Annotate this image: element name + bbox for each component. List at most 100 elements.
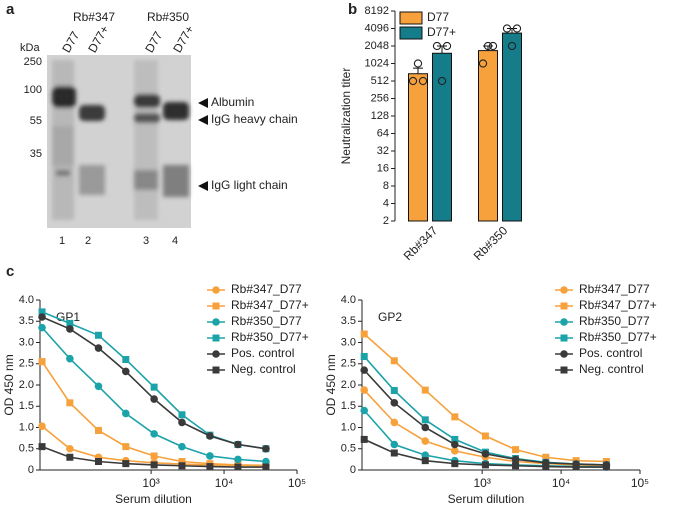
error-bar <box>507 28 517 34</box>
data-point <box>178 411 186 419</box>
data-point <box>418 76 428 86</box>
y-axis-label: Neutralization titer <box>339 68 353 165</box>
data-point <box>94 382 103 391</box>
lane-label: D77 <box>142 29 165 55</box>
error-bar <box>413 67 423 74</box>
data-point <box>390 440 399 449</box>
data-point <box>150 430 158 438</box>
error-bar <box>437 45 447 54</box>
legend-label: Neg. control <box>231 362 296 376</box>
y-tick-label: 0.5 <box>19 443 34 455</box>
data-point <box>178 462 186 470</box>
data-point <box>442 41 452 51</box>
data-point <box>66 399 74 407</box>
data-point <box>38 308 46 316</box>
data-point <box>390 449 398 457</box>
group-label: Rb#347 <box>73 10 115 24</box>
legend-label: D77+ <box>427 25 456 39</box>
x-axis-label: Serum dilution <box>448 492 525 506</box>
y-tick-label: 1024 <box>365 57 389 69</box>
legend-marker <box>212 366 220 374</box>
data-point <box>121 367 130 376</box>
data-point <box>478 59 488 68</box>
data-point <box>390 399 399 407</box>
y-tick-label: 2048 <box>365 40 389 52</box>
legend-marker <box>212 350 220 358</box>
data-point <box>421 416 429 424</box>
data-point <box>421 451 430 459</box>
y-tick-label: 64 <box>377 127 389 139</box>
data-point <box>481 450 490 458</box>
data-point <box>390 357 398 365</box>
y-tick-label: 2.0 <box>19 379 34 391</box>
x-tick-label: 10⁵ <box>631 476 649 490</box>
data-point <box>432 41 442 51</box>
data-point <box>234 463 242 471</box>
data-point <box>502 24 512 33</box>
data-point <box>481 461 489 469</box>
data-point <box>360 435 368 443</box>
band-arrows <box>198 98 208 191</box>
x-axis-label: Serum dilution <box>115 492 192 506</box>
y-tick-label: 1.5 <box>341 400 356 412</box>
gel-image <box>47 55 191 228</box>
lane-number: 2 <box>85 235 91 247</box>
legend-label: Neg. control <box>579 362 644 376</box>
y-tick-label: 3.5 <box>19 315 34 327</box>
data-point <box>122 443 130 451</box>
y-tick-label: 128 <box>371 110 389 122</box>
bar <box>432 52 452 222</box>
y-tick-label: 8192 <box>365 5 389 17</box>
data-point <box>66 325 74 333</box>
data-point <box>150 383 158 391</box>
data-point <box>206 452 214 460</box>
data-point <box>262 444 270 453</box>
data-point <box>66 319 74 327</box>
legend-label: D77 <box>427 10 449 24</box>
y-tick-label: 4.0 <box>19 294 34 306</box>
y-tick-label: 2.0 <box>341 379 356 391</box>
marker-label: 35 <box>30 148 42 160</box>
lane-number: 4 <box>172 235 178 247</box>
data-point <box>421 457 429 465</box>
data-point <box>360 366 369 374</box>
y-tick-label: 256 <box>371 92 389 104</box>
lane-label: D77 <box>59 29 82 55</box>
y-tick-label: 0 <box>28 464 34 476</box>
data-point <box>38 313 46 321</box>
legend-label: Rb#347_D77+ <box>579 298 657 312</box>
legend-marker <box>560 302 568 310</box>
legend-label: Rb#347_D77+ <box>231 298 309 312</box>
band-label: IgG light chain <box>211 178 288 192</box>
data-point <box>66 453 74 461</box>
data-point <box>178 458 186 465</box>
band-label: Albumin <box>211 95 254 109</box>
unit-label: kDa <box>20 42 40 54</box>
data-point <box>38 422 46 431</box>
lane-number: 3 <box>143 235 149 247</box>
data-point <box>437 76 447 86</box>
data-point <box>421 386 429 394</box>
series-line <box>363 333 607 463</box>
marker-label: 100 <box>24 84 42 96</box>
data-point <box>390 387 398 395</box>
legend-marker <box>212 302 220 310</box>
panel-label: b <box>348 1 357 18</box>
data-point <box>572 463 580 471</box>
legend-marker <box>560 350 568 358</box>
data-point <box>38 443 46 451</box>
lane-number: 1 <box>59 235 65 247</box>
data-point <box>178 418 186 427</box>
data-point <box>542 463 550 471</box>
y-tick-label: 2 <box>383 215 389 227</box>
data-point <box>512 24 522 33</box>
y-axis-label: OD 450 nm <box>2 354 16 415</box>
data-point <box>507 41 517 51</box>
y-tick-label: 1.0 <box>19 421 34 433</box>
data-point <box>360 330 368 338</box>
y-tick-label: 3.5 <box>341 315 356 327</box>
legend-label: Pos. control <box>579 346 642 360</box>
legend-label: Pos. control <box>231 346 294 360</box>
y-tick-label: 1.5 <box>19 400 34 412</box>
data-point <box>234 440 242 449</box>
